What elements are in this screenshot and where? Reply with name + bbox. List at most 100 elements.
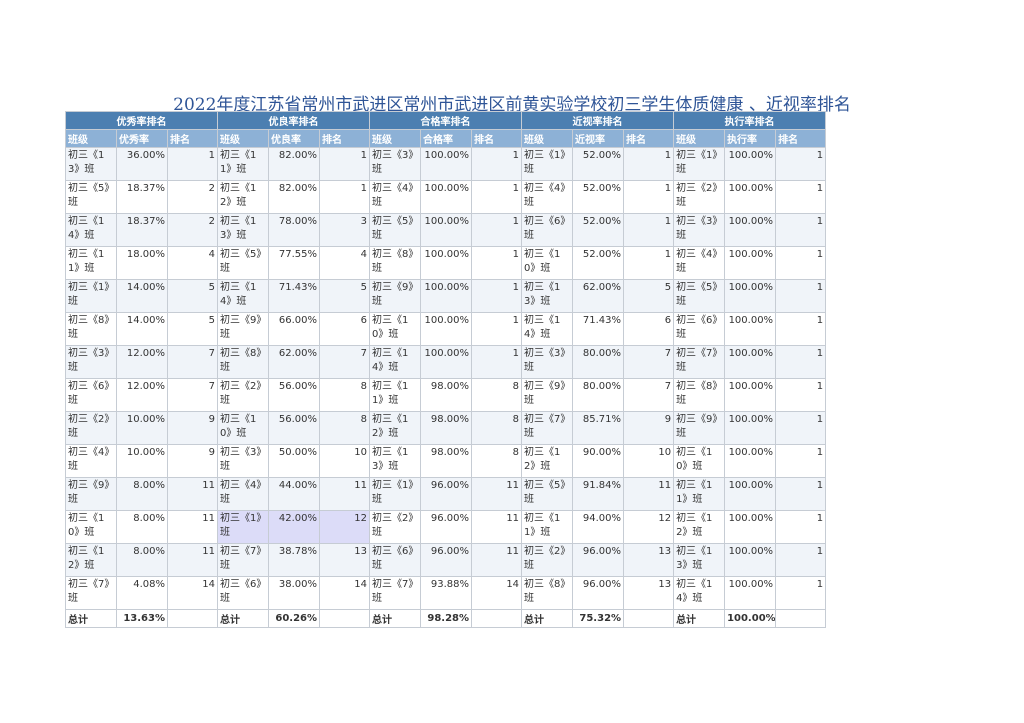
class-cell[interactable]: 初三《2》班 (369, 510, 422, 544)
class-cell[interactable]: 初三《1》班 (369, 477, 422, 511)
total-value[interactable]: 75.32% (572, 609, 625, 628)
rate-cell[interactable]: 14.00% (116, 279, 168, 313)
class-cell[interactable]: 初三《6》班 (65, 378, 117, 412)
rate-cell[interactable]: 100.00% (724, 543, 777, 577)
rate-cell[interactable]: 96.00% (420, 510, 473, 544)
rate-cell[interactable]: 100.00% (724, 147, 777, 181)
rank-cell[interactable]: 1 (775, 477, 827, 511)
class-cell[interactable]: 初三《6》班 (521, 213, 574, 247)
rate-cell[interactable]: 78.00% (268, 213, 321, 247)
rate-cell[interactable]: 96.00% (572, 576, 625, 610)
rank-cell[interactable]: 12 (623, 510, 675, 544)
class-cell[interactable]: 初三《7》班 (217, 543, 270, 577)
class-cell[interactable]: 初三《4》班 (65, 444, 117, 478)
class-cell[interactable]: 初三《11》班 (521, 510, 574, 544)
rank-cell[interactable]: 1 (471, 312, 523, 346)
rank-cell[interactable]: 1 (775, 576, 827, 610)
class-cell[interactable]: 初三《1》班 (673, 147, 726, 181)
rank-cell[interactable]: 7 (166, 345, 219, 379)
rank-cell[interactable]: 1 (623, 246, 675, 280)
rank-cell[interactable]: 1 (623, 213, 675, 247)
class-cell[interactable]: 初三《7》班 (65, 576, 117, 610)
class-cell[interactable]: 初三《7》班 (369, 576, 422, 610)
rate-cell[interactable]: 77.55% (268, 246, 321, 280)
rate-cell[interactable]: 18.37% (116, 213, 168, 247)
class-cell[interactable]: 初三《14》班 (217, 279, 270, 313)
class-cell[interactable]: 初三《8》班 (521, 576, 574, 610)
class-cell[interactable]: 初三《8》班 (65, 312, 117, 346)
class-cell[interactable]: 初三《4》班 (673, 246, 726, 280)
class-cell[interactable]: 初三《2》班 (521, 543, 574, 577)
total-value[interactable]: 98.28% (420, 609, 473, 628)
class-cell[interactable]: 初三《7》班 (521, 411, 574, 445)
total-label[interactable]: 总计 (65, 609, 117, 628)
rate-cell[interactable]: 52.00% (572, 180, 625, 214)
class-cell[interactable]: 初三《12》班 (369, 411, 422, 445)
rank-cell[interactable]: 1 (471, 147, 523, 181)
rank-cell[interactable]: 6 (319, 312, 371, 346)
class-cell[interactable]: 初三《9》班 (217, 312, 270, 346)
class-cell[interactable]: 初三《2》班 (217, 378, 270, 412)
class-cell[interactable]: 初三《4》班 (217, 477, 270, 511)
rate-cell[interactable]: 38.78% (268, 543, 321, 577)
rank-cell[interactable]: 1 (471, 345, 523, 379)
rate-cell[interactable]: 8.00% (116, 477, 168, 511)
rate-cell[interactable]: 100.00% (724, 477, 777, 511)
rate-cell[interactable]: 10.00% (116, 411, 168, 445)
rank-cell[interactable]: 8 (471, 411, 523, 445)
class-cell[interactable]: 初三《4》班 (521, 180, 574, 214)
rate-cell[interactable]: 80.00% (572, 345, 625, 379)
total-rank-empty[interactable] (623, 609, 675, 628)
class-cell[interactable]: 初三《13》班 (521, 279, 574, 313)
class-cell[interactable]: 初三《14》班 (369, 345, 422, 379)
rate-cell[interactable]: 100.00% (724, 312, 777, 346)
class-cell[interactable]: 初三《9》班 (673, 411, 726, 445)
rate-cell[interactable]: 50.00% (268, 444, 321, 478)
rank-cell[interactable]: 5 (166, 312, 219, 346)
rank-cell[interactable]: 8 (319, 378, 371, 412)
rank-cell[interactable]: 14 (166, 576, 219, 610)
class-cell[interactable]: 初三《13》班 (369, 444, 422, 478)
rank-cell[interactable]: 1 (775, 543, 827, 577)
rank-cell[interactable]: 1 (471, 213, 523, 247)
rate-cell[interactable]: 100.00% (420, 279, 473, 313)
rate-cell[interactable]: 98.00% (420, 444, 473, 478)
rank-cell[interactable]: 1 (775, 246, 827, 280)
class-cell[interactable]: 初三《1》班 (217, 510, 270, 544)
class-cell[interactable]: 初三《7》班 (673, 345, 726, 379)
class-cell[interactable]: 初三《13》班 (673, 543, 726, 577)
rate-cell[interactable]: 96.00% (572, 543, 625, 577)
rate-cell[interactable]: 62.00% (268, 345, 321, 379)
rank-cell[interactable]: 1 (775, 378, 827, 412)
total-value[interactable]: 60.26% (268, 609, 321, 628)
class-cell[interactable]: 初三《10》班 (521, 246, 574, 280)
rank-cell[interactable]: 11 (471, 477, 523, 511)
rank-cell[interactable]: 12 (319, 510, 371, 544)
rank-cell[interactable]: 1 (775, 180, 827, 214)
rank-cell[interactable]: 2 (166, 213, 219, 247)
rank-cell[interactable]: 7 (166, 378, 219, 412)
rate-cell[interactable]: 90.00% (572, 444, 625, 478)
rate-cell[interactable]: 36.00% (116, 147, 168, 181)
rank-cell[interactable]: 1 (775, 312, 827, 346)
rate-cell[interactable]: 100.00% (724, 345, 777, 379)
rate-cell[interactable]: 8.00% (116, 543, 168, 577)
class-cell[interactable]: 初三《11》班 (369, 378, 422, 412)
rank-cell[interactable]: 5 (623, 279, 675, 313)
rate-cell[interactable]: 12.00% (116, 345, 168, 379)
rank-cell[interactable]: 7 (623, 378, 675, 412)
rank-cell[interactable]: 1 (775, 345, 827, 379)
class-cell[interactable]: 初三《5》班 (369, 213, 422, 247)
rank-cell[interactable]: 5 (166, 279, 219, 313)
class-cell[interactable]: 初三《3》班 (369, 147, 422, 181)
rank-cell[interactable]: 4 (319, 246, 371, 280)
rank-cell[interactable]: 3 (319, 213, 371, 247)
rate-cell[interactable]: 100.00% (420, 180, 473, 214)
rate-cell[interactable]: 38.00% (268, 576, 321, 610)
rate-cell[interactable]: 82.00% (268, 180, 321, 214)
rate-cell[interactable]: 85.71% (572, 411, 625, 445)
total-label[interactable]: 总计 (521, 609, 574, 628)
class-cell[interactable]: 初三《11》班 (65, 246, 117, 280)
class-cell[interactable]: 初三《9》班 (521, 378, 574, 412)
rate-cell[interactable]: 52.00% (572, 246, 625, 280)
